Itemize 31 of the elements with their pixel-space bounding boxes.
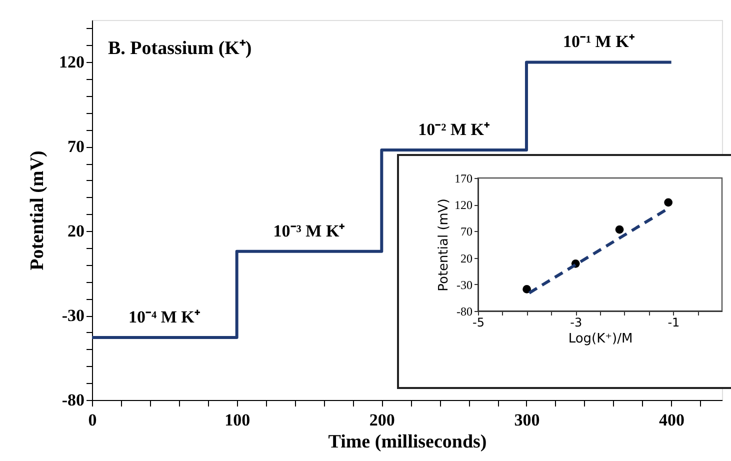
y-tick-label: 20 <box>68 222 84 241</box>
annotation: 10⁻² M K⁺ <box>418 120 490 140</box>
y-tick-label: 120 <box>454 198 472 212</box>
y-tick-label: 20 <box>460 251 472 266</box>
y-axis-title: Potential (mV) <box>436 198 452 292</box>
y-tick-label: 70 <box>68 137 84 156</box>
y-tick-label: 170 <box>454 172 472 186</box>
y-tick-label: 70 <box>460 224 472 239</box>
x-axis-title: Log(K⁺)/M <box>568 332 633 346</box>
annotation: 10⁻³ M K⁺ <box>273 221 346 240</box>
y-tick-label: 120 <box>59 52 84 72</box>
x-tick-label: 400 <box>659 410 685 430</box>
point <box>522 285 531 294</box>
x-tick-label: -1 <box>668 316 680 330</box>
x-tick-label: -5 <box>472 316 484 330</box>
point <box>664 198 673 207</box>
y-tick-label: -30 <box>62 306 84 326</box>
x-tick-label: -3 <box>570 316 582 330</box>
y-tick-label: -80 <box>62 390 84 410</box>
annotation: 10⁻⁴ M K⁺ <box>128 308 200 327</box>
x-tick-label: 100 <box>224 410 250 430</box>
y-tick-label: -80 <box>456 304 472 318</box>
text: B. Potassium (K⁺) <box>108 38 252 59</box>
x-tick-label: 0 <box>88 410 97 430</box>
x-tick-label: 200 <box>369 410 395 430</box>
annotation: 10⁻¹ M K⁺ <box>562 32 635 52</box>
y-axis-title: Potential (mV) <box>27 150 48 270</box>
y-tick-label: -30 <box>456 278 472 292</box>
x-axis-title: Time (milliseconds) <box>328 432 487 452</box>
x-tick-label: 300 <box>514 410 540 430</box>
point <box>615 225 624 234</box>
